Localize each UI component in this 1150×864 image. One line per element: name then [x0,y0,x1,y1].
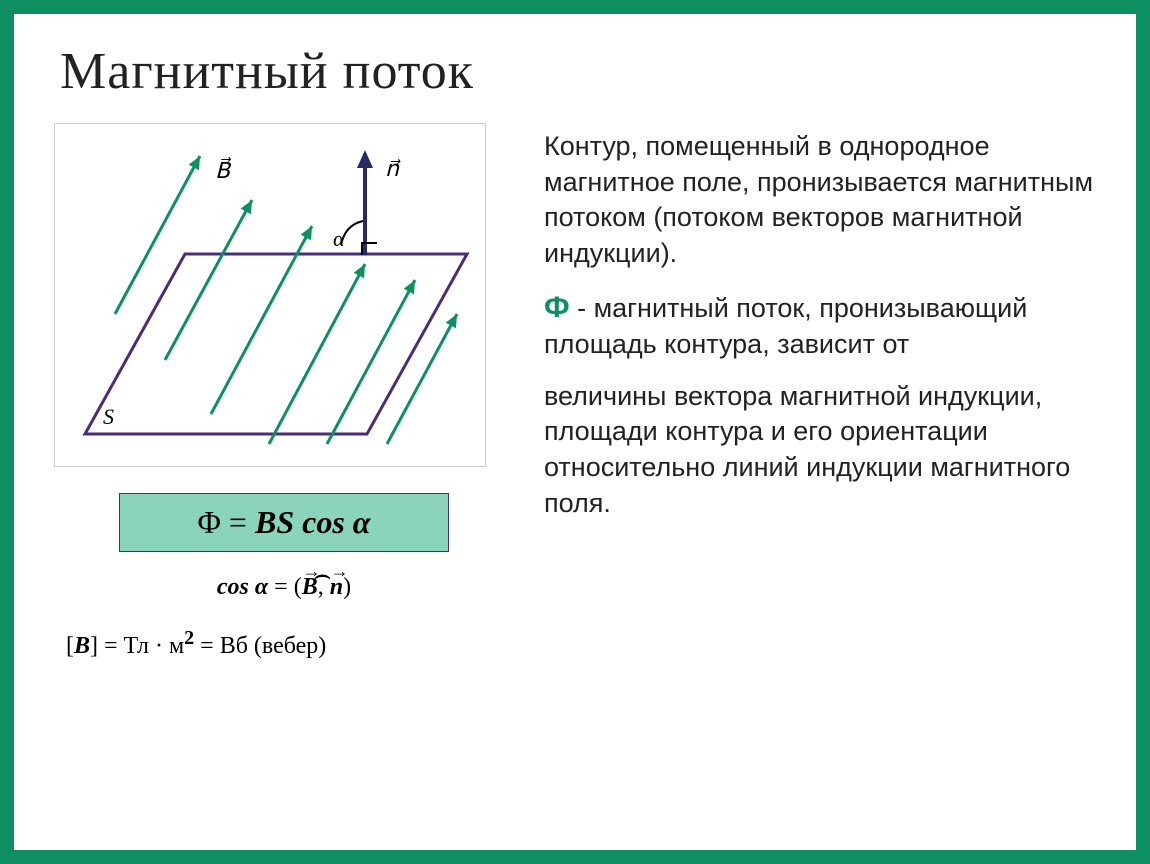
formula-rhs: BS cos α [255,504,371,540]
left-column: B⃗ n⃗ S α Φ = BS cos α cos α = (B, n) [B… [54,123,514,660]
paragraph-1: Контур, помещенный в однородное магнитно… [544,129,1096,272]
label-n-vector: n⃗ [385,156,401,181]
formula-phi: Φ = [198,504,255,540]
paragraph-2-text: - магнитный поток, пронизывающий площадь… [544,293,1027,360]
label-B-vector: B⃗ [215,157,232,183]
contour-loop [85,254,467,434]
unit-mid: ] = Тл · м [90,633,184,659]
unit-prefix: [ [66,633,74,659]
main-formula: Φ = BS cos α [119,493,449,552]
phi-symbol: Ф [544,291,570,324]
normal-vector [357,150,377,255]
slide-frame: Магнитный поток [0,0,1150,864]
paragraph-3: величины вектора магнитной индукции, пло… [544,379,1096,522]
vec-B: B [302,574,318,601]
right-column: Контур, помещенный в однородное магнитно… [544,123,1096,660]
cos-formula: cos α = (B, n) [54,574,514,601]
label-S: S [103,404,114,429]
vec-n: n [330,574,343,601]
unit-suffix: = Вб (вебер) [194,633,326,659]
unit-formula: [B] = Тл · м2 = Вб (вебер) [66,627,514,660]
page-title: Магнитный поток [60,42,1096,101]
unit-B: B [74,633,90,659]
cos-eq: = [268,574,294,600]
paragraph-2: Ф - магнитный поток, пронизывающий площа… [544,288,1096,363]
label-alpha: α [333,226,345,251]
cos-left: cos α [217,574,268,600]
content-row: B⃗ n⃗ S α Φ = BS cos α cos α = (B, n) [B… [54,123,1096,660]
unit-exp: 2 [184,627,194,649]
magnetic-field-lines [115,156,457,444]
flux-diagram: B⃗ n⃗ S α [54,123,486,467]
diagram-svg: B⃗ n⃗ S α [55,124,485,466]
